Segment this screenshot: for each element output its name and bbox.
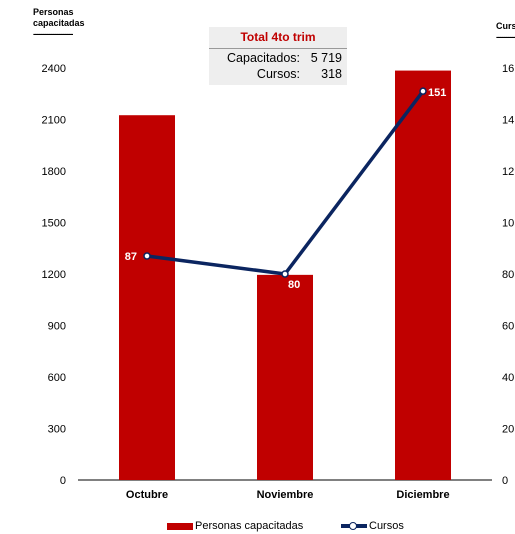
line-point	[419, 87, 427, 95]
line-point	[143, 252, 151, 260]
summary-title: Total 4to trim	[240, 30, 316, 44]
right-axis-tick-label: 16	[502, 63, 514, 75]
right-axis-tick-label: 40	[502, 372, 514, 384]
right-axis-tick-label: 10	[502, 218, 514, 230]
summary-divider	[209, 48, 347, 49]
bar	[395, 70, 451, 480]
right-axis-tick-label: 60	[502, 321, 514, 333]
right-axis-tick-label: 14	[502, 115, 514, 127]
legend-bar-swatch	[167, 522, 193, 530]
x-axis-tick-label: Octubre	[126, 489, 168, 501]
right-axis-tick-label: 20	[502, 424, 514, 436]
right-axis-title-underline: ----------	[496, 32, 515, 42]
left-axis-tick-label: 600	[48, 372, 66, 384]
summary-row-value: 5 719	[310, 51, 342, 65]
left-axis-tick-label: 1800	[42, 166, 66, 178]
left-axis-title-line1: Personas	[33, 7, 74, 17]
summary-row-label: Capacitados:	[227, 51, 300, 65]
legend-label: Personas capacitadas	[195, 520, 304, 532]
right-axis-title-text: Curs	[496, 21, 515, 31]
line-data-label: 87	[125, 251, 137, 263]
legend-label: Cursos	[369, 520, 404, 532]
x-axis-tick-label: Noviembre	[257, 489, 314, 501]
legend-item-cursos[interactable]: Cursos	[341, 520, 404, 532]
series-line	[146, 90, 425, 276]
summary-row-label: Cursos:	[256, 67, 300, 81]
left-axis-tick-label: 300	[48, 424, 66, 436]
summary-row-value: 318	[321, 67, 342, 81]
right-axis-tick-label: 0	[502, 475, 508, 487]
left-axis-tick-label: 900	[48, 321, 66, 333]
left-axis-tick-label: 1200	[42, 269, 66, 281]
line-point	[281, 270, 289, 278]
legend-item-personas[interactable]: Personas capacitadas	[167, 520, 303, 532]
right-axis-tick-label: 12	[502, 166, 514, 178]
bar	[257, 274, 313, 480]
left-axis-title-line2: capacitadas	[33, 18, 85, 28]
left-axis-tick-label: 1500	[42, 218, 66, 230]
left-axis-title-underline: ----------------------	[33, 29, 73, 39]
line-data-label: 80	[288, 279, 300, 291]
left-axis-tick-label: 0	[60, 475, 66, 487]
legend-line-swatch	[341, 521, 367, 531]
left-axis-title: Personas capacitadas -------------------…	[33, 7, 85, 40]
right-axis-title: Curs ----------	[496, 21, 515, 43]
line-data-label: 151	[428, 87, 446, 99]
x-axis-tick-label: Diciembre	[396, 489, 449, 501]
summary-box: Total 4to trim Capacitados: 5 719 Cursos…	[209, 27, 347, 85]
right-axis-tick-label: 80	[502, 269, 514, 281]
left-axis-tick-label: 2100	[42, 115, 66, 127]
bar	[119, 115, 175, 480]
left-axis-tick-label: 2400	[42, 63, 66, 75]
